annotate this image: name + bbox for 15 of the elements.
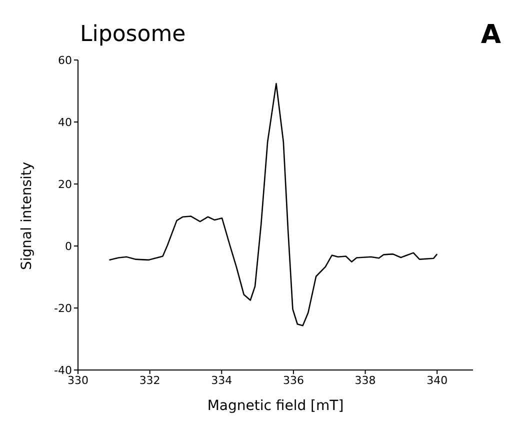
y-axis-title: Signal intensity	[18, 162, 35, 270]
x-axis-title: Magnetic field [mT]	[207, 398, 344, 414]
x-tick-label: 336	[282, 374, 304, 387]
chart-title: Liposome	[80, 22, 186, 47]
x-tick-label: 334	[211, 374, 232, 387]
x-tick-label: 332	[139, 374, 160, 387]
line-series	[108, 82, 438, 326]
y-tick-label: 40	[58, 116, 72, 129]
x-tick-label: 340	[426, 374, 448, 387]
x-tick-label: 338	[354, 374, 376, 387]
y-tick-label: 20	[58, 178, 72, 191]
y-tick-label: 0	[65, 240, 72, 253]
y-tick-label: 60	[58, 54, 72, 67]
text: A	[480, 20, 501, 50]
y-tick-label: -20	[54, 302, 72, 315]
